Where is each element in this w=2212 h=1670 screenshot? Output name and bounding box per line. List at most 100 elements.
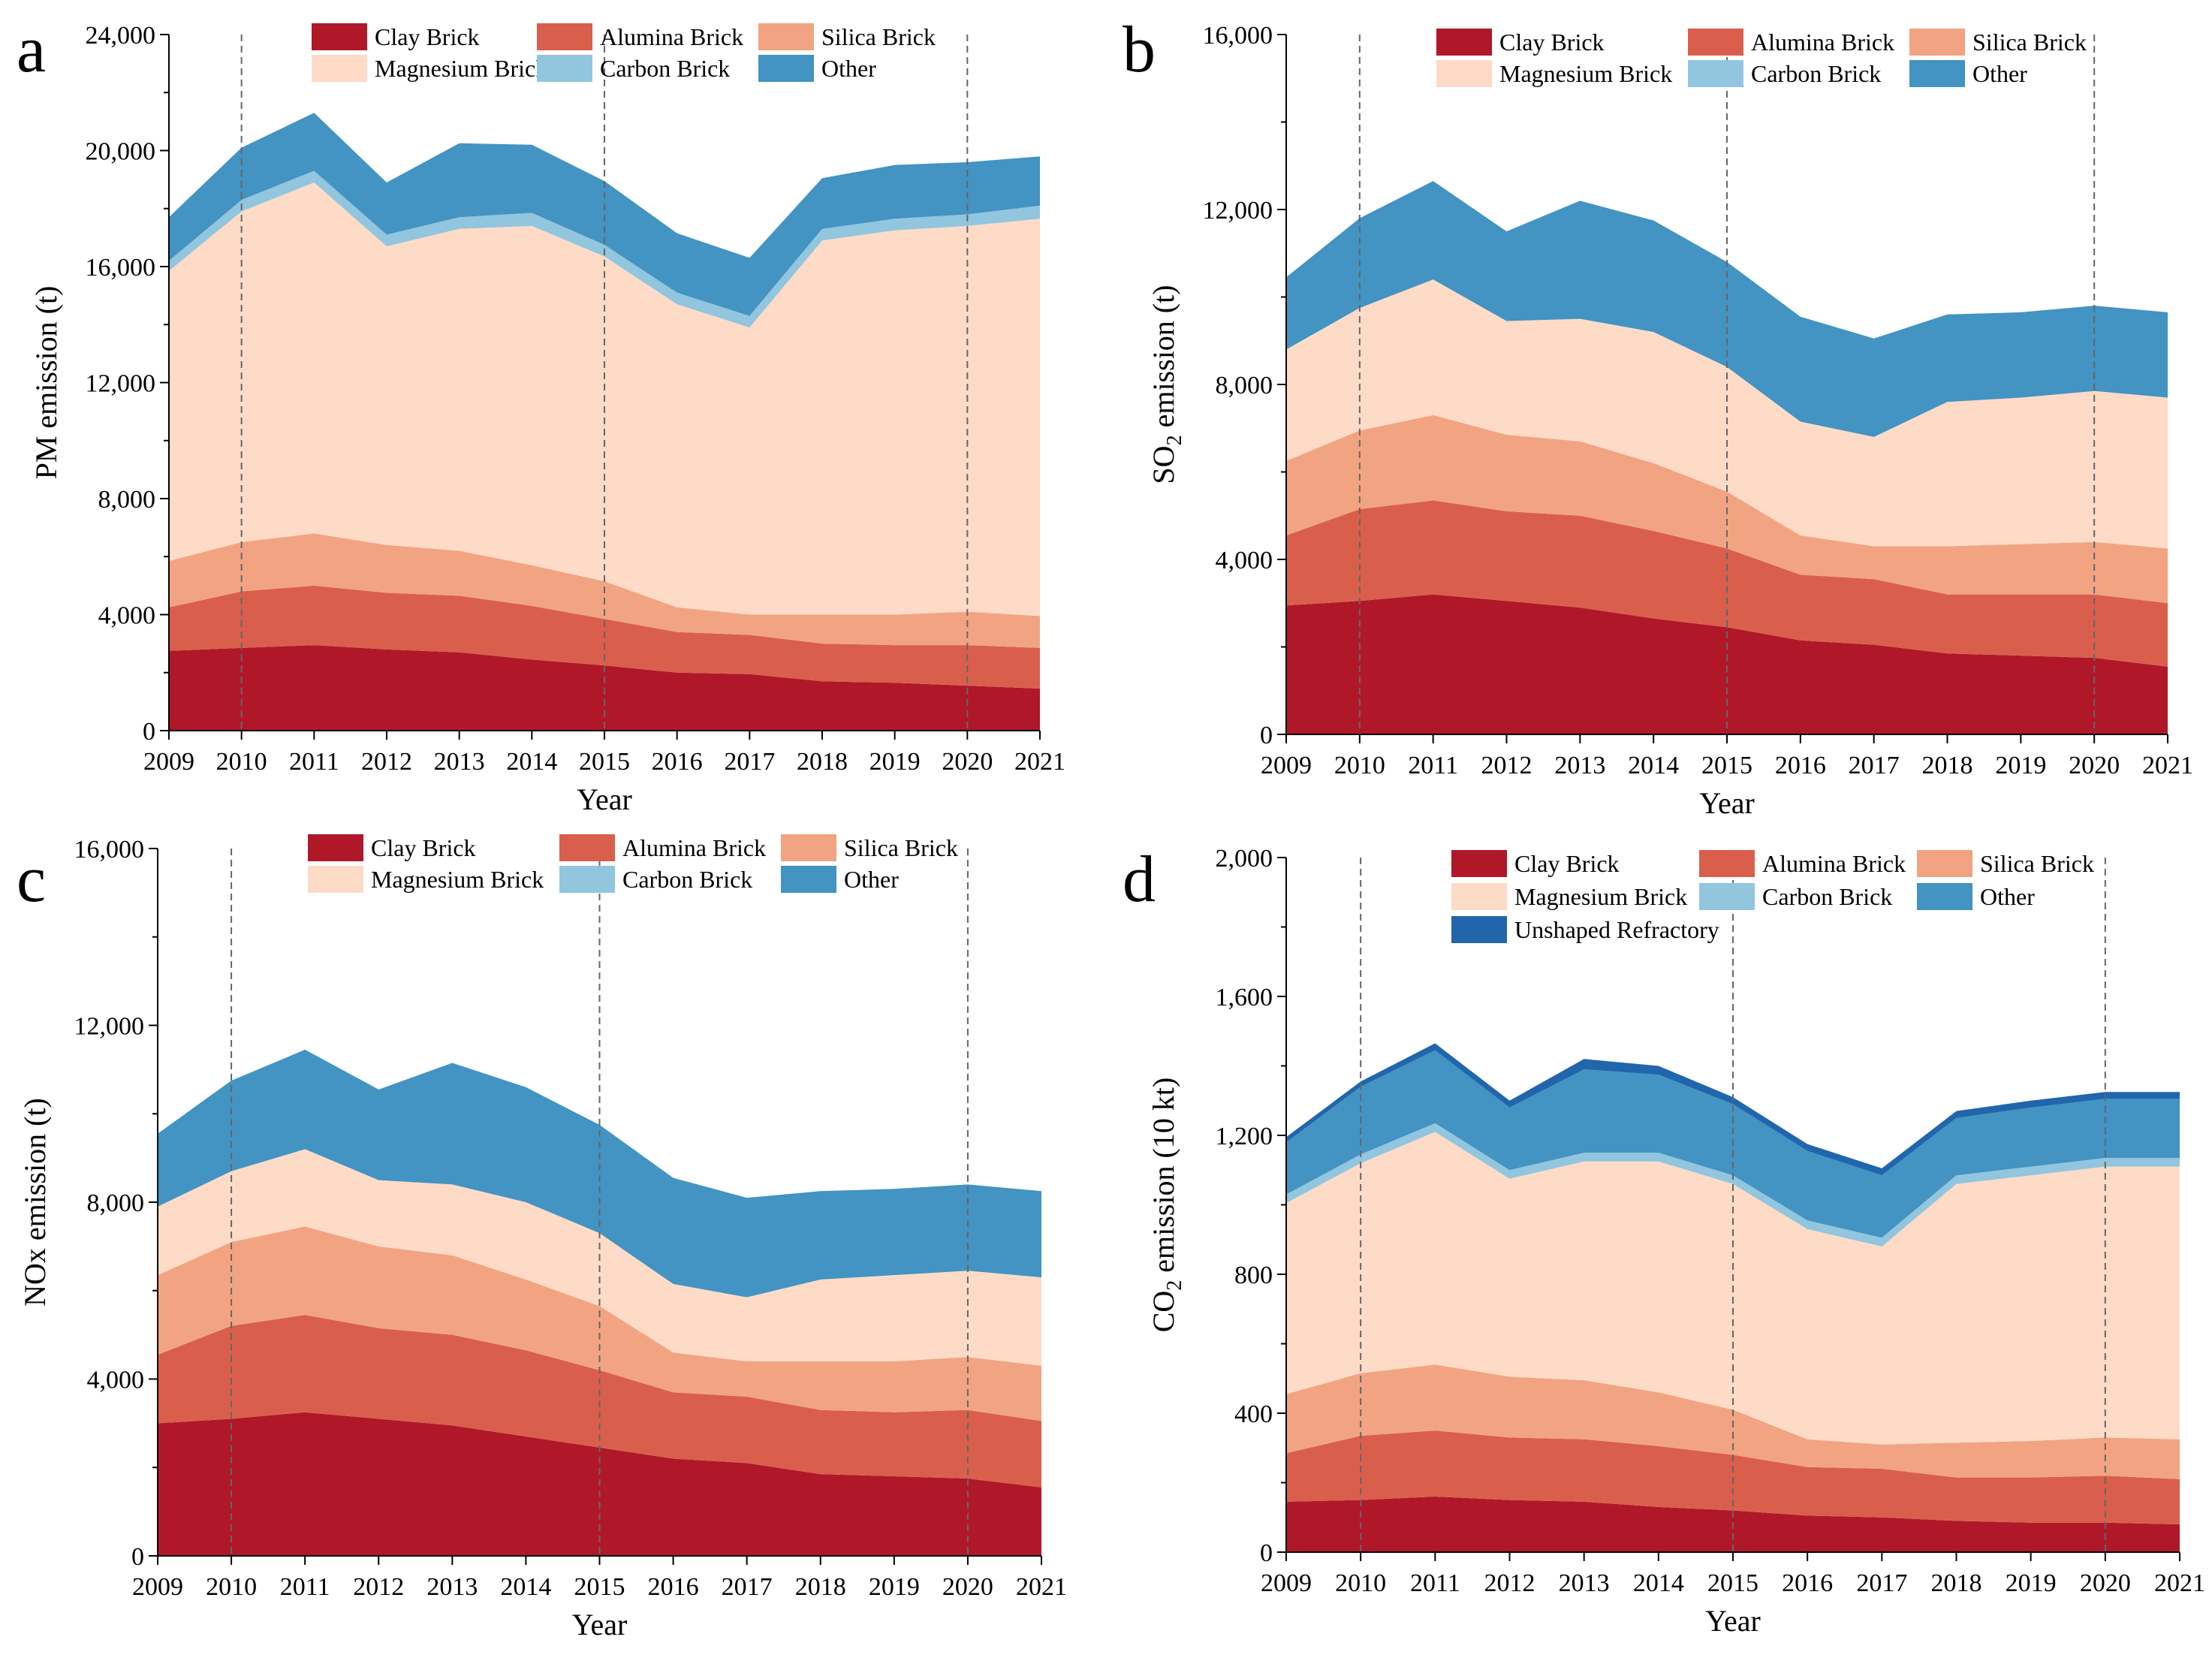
y-tick-label: 2,000 — [1216, 845, 1273, 873]
legend-swatch — [1436, 60, 1492, 87]
x-tick-label: 2009 — [1261, 752, 1312, 779]
x-tick-label: 2018 — [795, 1573, 846, 1601]
x-axis-label: Year — [1699, 786, 1755, 820]
area-magnesium — [1286, 279, 2168, 549]
x-axis-label: Year — [1705, 1604, 1761, 1638]
legend-item-other: Other — [758, 55, 876, 82]
legend-item-silica: Silica Brick — [758, 23, 936, 50]
x-tick-label: 2020 — [942, 748, 993, 776]
x-tick-label: 2011 — [289, 748, 339, 776]
x-tick-label: 2012 — [353, 1573, 404, 1601]
legend-item-other: Other — [781, 866, 899, 893]
x-tick-label: 2014 — [500, 1573, 551, 1601]
x-axis-label: Year — [572, 1608, 628, 1641]
x-tick-label: 2021 — [1014, 748, 1065, 776]
panel-label: c — [17, 843, 46, 916]
legend-swatch — [537, 23, 592, 50]
legend: Clay Brick Alumina Brick Silica Brick Magne… — [308, 834, 958, 893]
x-tick-label: 2013 — [426, 1573, 478, 1601]
legend-swatch — [559, 866, 615, 893]
x-tick-label: 2020 — [942, 1573, 993, 1601]
y-tick-label: 12,000 — [1203, 197, 1273, 225]
x-tick-label: 2011 — [1408, 752, 1458, 779]
legend: Clay Brick Alumina Brick Silica Brick Magne… — [312, 23, 936, 82]
legend-label: Carbon Brick — [600, 55, 730, 82]
legend-swatch — [312, 23, 367, 50]
x-tick-label: 2021 — [2142, 752, 2193, 779]
legend-item-silica: Silica Brick — [781, 834, 958, 861]
x-tick-label: 2020 — [2080, 1569, 2131, 1597]
legend-label: Carbon Brick — [1762, 883, 1892, 910]
legend-item-alumina: Alumina Brick — [1699, 850, 1906, 877]
area-clay — [1286, 594, 2168, 734]
x-tick-label: 2012 — [1481, 752, 1532, 779]
chart-c: 0 4,000 8,000 12,000 16,000 2009 2010 2011 2012 2… — [17, 834, 1067, 1641]
y-axis-label: PM emission (t) — [29, 286, 63, 480]
y-tick-label: 4,000 — [98, 602, 156, 630]
legend-item-carbon: Carbon Brick — [559, 866, 752, 893]
legend-item-carbon: Carbon Brick — [1688, 60, 1881, 87]
legend-item-magnesium: Magnesium Brick — [312, 55, 547, 82]
legend-item-clay: Clay Brick — [1451, 850, 1620, 877]
x-tick-label: 2010 — [216, 748, 267, 776]
legend-swatch — [758, 55, 814, 82]
legend-label: Alumina Brick — [622, 834, 766, 861]
x-tick-label: 2015 — [579, 748, 630, 776]
legend-item-silica: Silica Brick — [1909, 29, 2087, 56]
legend-swatch — [537, 55, 592, 82]
y-tick-label: 4,000 — [87, 1367, 145, 1394]
legend-item-unshaped: Unshaped Refractory — [1451, 916, 1719, 943]
legend-label: Alumina Brick — [600, 23, 743, 50]
y-tick-label: 16,000 — [86, 254, 156, 282]
legend-label: Clay Brick — [1499, 29, 1605, 56]
legend-swatch — [308, 834, 363, 861]
legend-item-carbon: Carbon Brick — [1699, 883, 1892, 910]
y-tick-label: 1,600 — [1216, 984, 1273, 1011]
y-tick-label: 24,000 — [86, 22, 156, 50]
legend-label: Silica Brick — [821, 23, 936, 50]
legend-label: Unshaped Refractory — [1514, 916, 1719, 943]
y-axis-label: NOx emission (t) — [18, 1098, 52, 1307]
area-layers — [158, 1049, 1041, 1556]
x-tick-label: 2019 — [869, 1573, 920, 1601]
x-tick-label: 2010 — [206, 1573, 257, 1601]
panel-label: d — [1123, 843, 1156, 916]
chart-panel-c: 0 4,000 8,000 12,000 16,000 2009 2010 2011 2012 2… — [0, 833, 1106, 1666]
x-tick-label: 2009 — [132, 1573, 183, 1601]
legend-swatch — [1688, 60, 1743, 87]
legend-swatch — [1917, 883, 1972, 910]
legend-swatch — [1688, 29, 1743, 56]
y-tick-label: 12,000 — [86, 370, 156, 398]
x-tick-label: 2013 — [1554, 752, 1605, 779]
x-tick-label: 2019 — [2006, 1569, 2057, 1597]
legend-label: Magnesium Brick — [1499, 60, 1672, 87]
y-tick-label: 1,200 — [1216, 1123, 1273, 1150]
x-tick-label: 2011 — [280, 1573, 330, 1601]
chart-b: 0 4,000 8,000 12,000 16,000 2009 2010 2011 2012 2… — [1123, 14, 2193, 820]
legend-swatch — [1699, 850, 1755, 877]
x-tick-label: 2010 — [1334, 752, 1385, 779]
x-tick-label: 2018 — [797, 748, 848, 776]
x-tick-label: 2009 — [143, 748, 194, 776]
x-tick-label: 2014 — [1633, 1569, 1684, 1597]
y-tick-label: 400 — [1234, 1400, 1273, 1428]
x-tick-label: 2019 — [869, 748, 921, 776]
x-tick-label: 2015 — [574, 1573, 625, 1601]
legend-label: Clay Brick — [371, 834, 476, 861]
y-tick-label: 0 — [1260, 722, 1273, 749]
y-tick-label: 800 — [1234, 1262, 1273, 1289]
y-tick-label: 16,000 — [74, 836, 145, 864]
x-tick-label: 2015 — [1707, 1569, 1758, 1597]
legend-swatch — [781, 866, 836, 893]
legend-swatch — [308, 866, 363, 893]
x-tick-label: 2017 — [1856, 1569, 1907, 1597]
x-tick-label: 2016 — [1775, 752, 1826, 779]
legend-item-alumina: Alumina Brick — [1688, 29, 1894, 56]
x-tick-label: 2013 — [1559, 1569, 1610, 1597]
legend-swatch — [1436, 29, 1492, 56]
x-tick-label: 2017 — [724, 748, 775, 776]
y-tick-label: 8,000 — [98, 486, 156, 514]
chart-d: 0 400 800 1,200 1,600 2,000 2009 2010 2011 2012 20… — [1123, 843, 2205, 1638]
y-tick-label: 16,000 — [1203, 22, 1273, 50]
x-tick-label: 2020 — [2069, 752, 2120, 779]
